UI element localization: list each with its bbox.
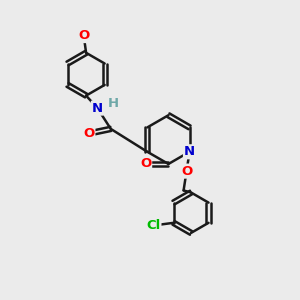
Text: O: O — [78, 29, 89, 42]
Text: N: N — [92, 102, 103, 115]
Text: N: N — [184, 145, 195, 158]
Text: O: O — [83, 127, 94, 140]
Text: O: O — [140, 158, 151, 170]
Text: H: H — [107, 97, 118, 110]
Text: Cl: Cl — [146, 219, 160, 232]
Text: O: O — [181, 165, 192, 178]
